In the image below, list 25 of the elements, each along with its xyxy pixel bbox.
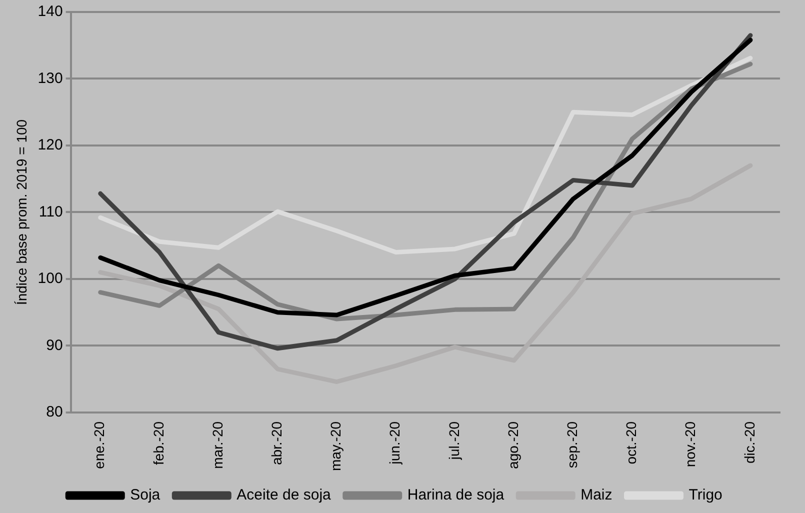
x-tick-label: sep.-20 <box>564 421 580 468</box>
legend-label: Harina de soja <box>407 486 505 504</box>
x-tick-label: oct.-20 <box>623 421 640 464</box>
x-tick-label: abr.-20 <box>268 421 285 466</box>
x-tick-label: dic.-20 <box>741 421 758 464</box>
x-tick-label: ene.-20 <box>91 421 108 469</box>
x-tick-label: may.-20 <box>328 421 344 472</box>
y-tick-label: 100 <box>38 270 63 288</box>
legend-label: Soja <box>130 486 161 504</box>
y-tick-label: 120 <box>38 136 63 154</box>
x-tick-label: jun.-20 <box>386 421 403 466</box>
x-tick-label: jul.-20 <box>446 421 462 461</box>
y-tick-label: 140 <box>38 3 63 20</box>
x-tick-label: nov.-20 <box>682 421 698 468</box>
legend-label: Aceite de soja <box>236 486 332 504</box>
legend-label: Maiz <box>580 486 612 504</box>
y-tick-label: 80 <box>46 404 63 421</box>
x-tick-label: feb.-20 <box>150 421 166 466</box>
x-tick-label: mar.-20 <box>209 421 226 469</box>
y-tick-label: 130 <box>38 70 63 87</box>
y-axis-title: Índice base prom. 2019 = 100 <box>13 119 30 306</box>
legend-label: Trigo <box>688 486 722 504</box>
y-tick-label: 110 <box>38 203 63 220</box>
x-tick-label: ago.-20 <box>504 421 521 469</box>
y-tick-label: 90 <box>46 336 63 354</box>
